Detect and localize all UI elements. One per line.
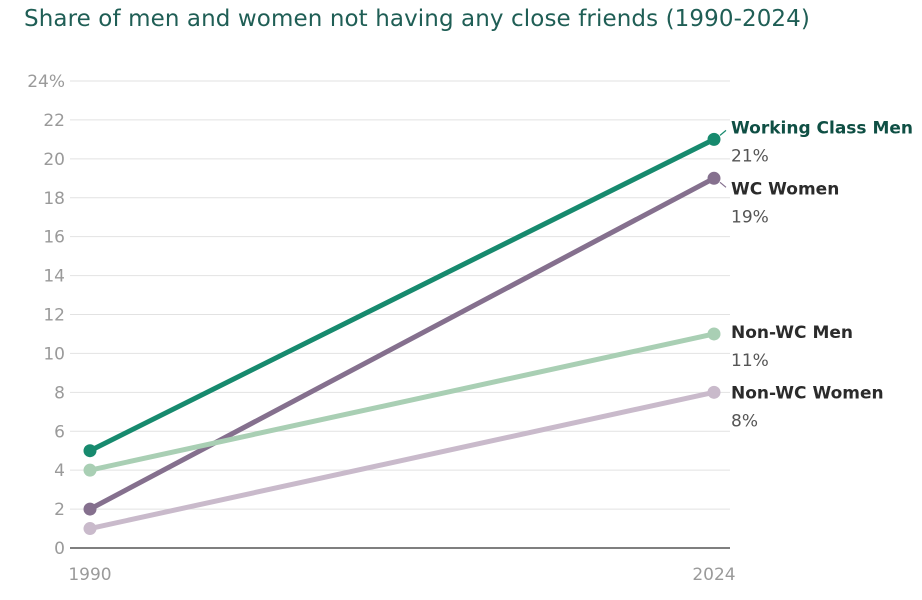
data-point xyxy=(83,502,97,516)
data-point xyxy=(707,327,721,341)
series-line xyxy=(87,331,717,473)
y-axis-ticks: 0 2 4 6 8 10 12 14 16 18 20 22 24% xyxy=(27,72,65,559)
y-tick-label: 16 xyxy=(43,228,65,248)
series-value-label: 8% xyxy=(731,411,758,431)
data-point xyxy=(83,522,97,536)
series-name-label: WC Women xyxy=(731,179,839,199)
y-tick-label: 8 xyxy=(54,383,65,403)
data-point xyxy=(707,171,721,185)
chart-title: Share of men and women not having any cl… xyxy=(24,6,810,32)
y-tick-label: 2 xyxy=(54,500,65,520)
x-tick-label: 2024 xyxy=(692,565,735,585)
series-name-label: Working Class Men xyxy=(731,118,913,138)
series-name-label: Non-WC Men xyxy=(731,323,853,343)
series-labels: Working Class Men 21% WC Women 19% Non-WC Me… xyxy=(719,118,913,431)
x-axis-ticks: 1990 2024 xyxy=(68,565,735,585)
y-tick-label: 4 xyxy=(54,461,65,481)
data-point xyxy=(707,132,721,146)
series-value-label: 19% xyxy=(731,207,769,227)
series-line xyxy=(87,175,717,512)
y-tick-label: 10 xyxy=(43,344,65,364)
y-tick-label: 6 xyxy=(54,422,65,442)
y-tick-label: 22 xyxy=(43,111,65,131)
y-tick-label: 0 xyxy=(54,539,65,559)
series-line xyxy=(87,136,717,454)
x-tick-label: 1990 xyxy=(68,565,111,585)
label-connector xyxy=(719,129,727,136)
y-tick-label: 20 xyxy=(43,150,65,170)
label-connector xyxy=(719,181,727,188)
series-lines xyxy=(83,132,721,536)
y-tick-label: 12 xyxy=(43,306,65,326)
series-value-label: 21% xyxy=(731,146,769,166)
data-point xyxy=(83,463,97,477)
y-tick-label: 14 xyxy=(43,267,65,287)
y-tick-label: 18 xyxy=(43,189,65,209)
data-point xyxy=(707,385,721,399)
gridlines xyxy=(70,80,730,549)
series-value-label: 11% xyxy=(731,351,769,371)
series-name-label: Non-WC Women xyxy=(731,383,884,403)
series-line xyxy=(87,389,717,532)
data-point xyxy=(83,444,97,458)
y-tick-label: 24% xyxy=(27,72,65,92)
